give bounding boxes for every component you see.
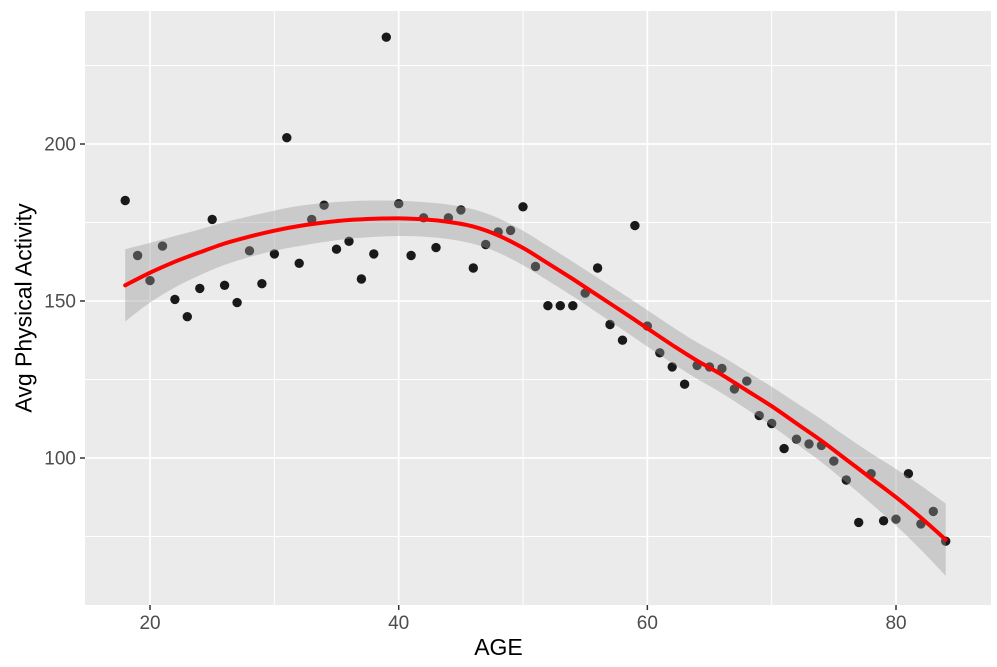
data-point bbox=[381, 32, 391, 42]
y-tick-label: 200 bbox=[44, 135, 76, 156]
data-point bbox=[356, 274, 367, 284]
data-point bbox=[394, 199, 404, 209]
data-point bbox=[294, 258, 304, 268]
data-point bbox=[481, 239, 491, 250]
x-tick-label: 80 bbox=[885, 613, 906, 634]
data-point bbox=[195, 283, 205, 294]
data-point bbox=[630, 220, 640, 231]
data-point bbox=[543, 301, 553, 311]
data-point bbox=[406, 250, 416, 261]
data-point bbox=[132, 250, 143, 261]
data-point bbox=[518, 202, 528, 212]
data-point bbox=[120, 195, 130, 206]
data-point bbox=[157, 241, 168, 251]
data-point bbox=[170, 294, 180, 305]
data-point bbox=[617, 335, 628, 345]
data-point bbox=[667, 362, 677, 372]
data-point bbox=[655, 348, 665, 358]
x-tick-label: 40 bbox=[388, 613, 409, 634]
panel-background bbox=[85, 11, 991, 605]
data-point bbox=[854, 517, 864, 528]
loess-line bbox=[123, 216, 948, 542]
data-point bbox=[592, 263, 603, 273]
data-point bbox=[456, 205, 466, 215]
data-point bbox=[605, 319, 615, 330]
data-point bbox=[219, 280, 230, 290]
data-point bbox=[568, 301, 578, 311]
data-point bbox=[841, 475, 851, 485]
data-point bbox=[369, 249, 379, 259]
data-point bbox=[729, 384, 740, 394]
data-point bbox=[505, 225, 516, 236]
data-point bbox=[742, 376, 752, 386]
data-point bbox=[717, 363, 727, 374]
data-point bbox=[307, 214, 317, 225]
data-point bbox=[468, 263, 478, 273]
confidence-ribbon bbox=[125, 200, 946, 576]
data-point bbox=[928, 506, 938, 517]
data-point bbox=[779, 443, 789, 454]
data-point bbox=[804, 439, 814, 449]
data-point bbox=[530, 261, 541, 272]
data-point bbox=[282, 133, 292, 143]
data-point bbox=[903, 469, 914, 479]
data-point bbox=[232, 297, 242, 308]
y-tick-label: 150 bbox=[44, 291, 76, 312]
data-point bbox=[891, 514, 901, 524]
data-point bbox=[791, 434, 802, 444]
data-point bbox=[555, 301, 565, 311]
data-point bbox=[754, 410, 764, 421]
y-axis-title: Avg Physical Activity bbox=[10, 203, 37, 413]
x-tick-label: 20 bbox=[139, 613, 160, 634]
data-point bbox=[244, 246, 255, 256]
data-point bbox=[207, 214, 217, 225]
data-point bbox=[145, 275, 155, 286]
data-point bbox=[878, 516, 889, 526]
data-point bbox=[269, 249, 280, 259]
data-point bbox=[431, 242, 441, 253]
data-point bbox=[767, 418, 777, 429]
y-tick-label: 100 bbox=[44, 448, 76, 469]
data-point bbox=[257, 279, 267, 289]
data-point bbox=[319, 200, 329, 210]
x-tick-label: 60 bbox=[637, 613, 658, 634]
data-point bbox=[331, 244, 342, 254]
data-point bbox=[679, 379, 690, 389]
data-point bbox=[829, 456, 839, 466]
x-axis-title: AGE bbox=[474, 634, 523, 660]
data-point bbox=[344, 236, 354, 246]
data-point bbox=[182, 312, 192, 322]
